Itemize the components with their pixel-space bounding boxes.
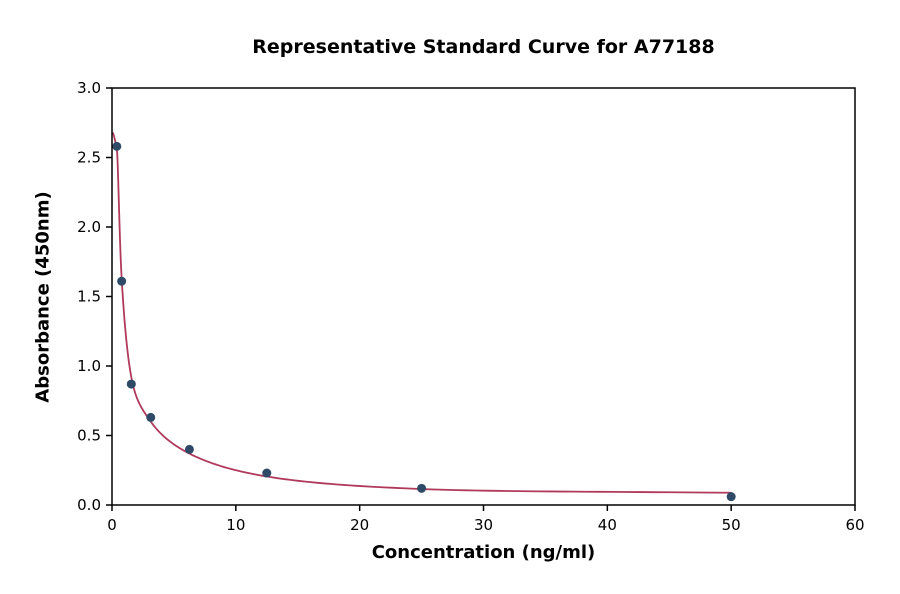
y-tick-label: 2.0 bbox=[77, 218, 101, 236]
data-point bbox=[417, 483, 427, 493]
data-point bbox=[146, 412, 156, 422]
data-point bbox=[112, 141, 122, 151]
y-tick-label: 1.5 bbox=[77, 288, 101, 306]
fit-curve-line bbox=[111, 132, 732, 494]
y-tick-label: 0.0 bbox=[77, 496, 101, 514]
x-tick-label: 50 bbox=[722, 516, 741, 534]
x-tick-label: 60 bbox=[845, 516, 864, 534]
x-axis-label: Concentration (ng/ml) bbox=[371, 542, 596, 563]
y-tick-label: 1.0 bbox=[77, 357, 101, 375]
data-point bbox=[126, 379, 136, 389]
data-point bbox=[726, 492, 736, 502]
x-tick-label: 10 bbox=[226, 516, 245, 534]
x-tick-label: 20 bbox=[350, 516, 369, 534]
chart-title: Representative Standard Curve for A77188 bbox=[252, 36, 715, 58]
y-tick-label: 2.5 bbox=[77, 149, 101, 167]
x-tick-label: 40 bbox=[598, 516, 617, 534]
data-point bbox=[262, 468, 272, 478]
y-axis-label: Absorbance (450nm) bbox=[32, 191, 54, 403]
y-tick-label: 0.5 bbox=[77, 427, 101, 445]
x-tick-label: 30 bbox=[474, 516, 493, 534]
x-tick-label: 0 bbox=[107, 516, 117, 534]
y-tick-label: 3.0 bbox=[77, 79, 101, 97]
data-point bbox=[184, 444, 194, 454]
data-point bbox=[117, 276, 127, 286]
plot-frame bbox=[111, 87, 856, 506]
